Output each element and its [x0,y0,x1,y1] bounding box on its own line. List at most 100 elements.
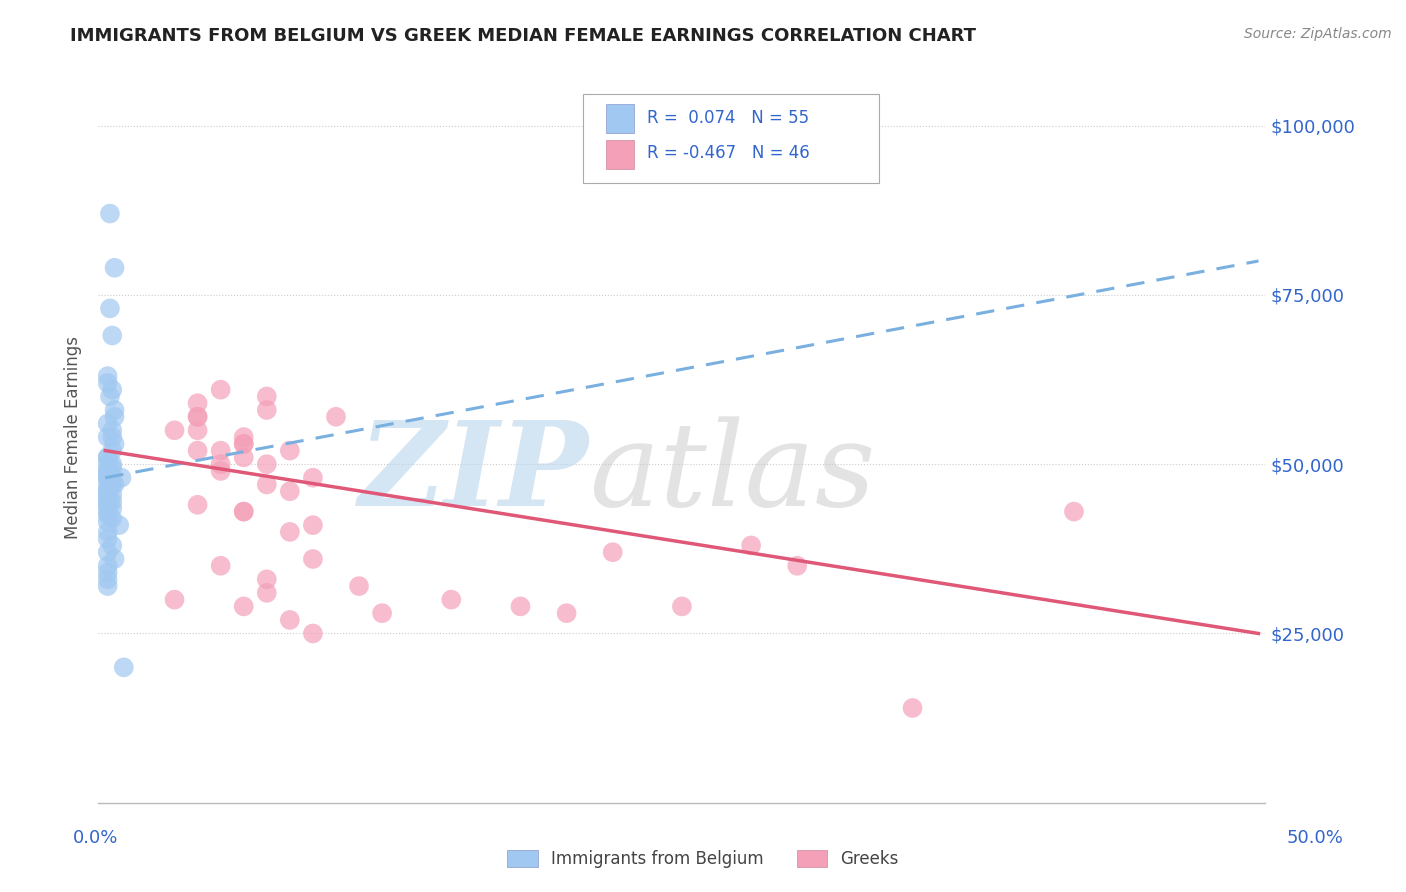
Point [232,505,254,519]
Point [232,437,254,451]
Point [671,599,693,614]
Point [101,443,124,458]
Text: 0.0%: 0.0% [73,829,118,847]
Point [97,524,120,539]
Point [256,572,278,586]
Point [97,491,120,505]
Point [97,467,120,482]
Point [112,660,135,674]
Point [1063,505,1085,519]
Y-axis label: Median Female Earnings: Median Female Earnings [65,335,83,539]
Point [110,471,132,485]
Point [786,558,808,573]
Point [101,501,124,516]
Point [97,457,120,471]
Point [97,498,120,512]
Point [101,328,124,343]
Point [232,430,254,444]
Point [97,376,120,390]
Text: R = -0.467   N = 46: R = -0.467 N = 46 [647,145,810,162]
Point [325,409,347,424]
Point [209,383,232,397]
Point [97,464,120,478]
Point [97,450,120,465]
Point [302,471,325,485]
Point [302,518,325,533]
Point [97,532,120,546]
Point [97,369,120,384]
Point [97,572,120,586]
Point [97,505,120,519]
Point [232,437,254,451]
Point [187,396,209,410]
Text: ZIP: ZIP [359,417,589,531]
Point [209,558,232,573]
Point [101,457,124,471]
Point [187,498,209,512]
Point [101,494,124,508]
Text: Source: ZipAtlas.com: Source: ZipAtlas.com [1244,27,1392,41]
Point [97,579,120,593]
Point [97,430,120,444]
Point [187,409,209,424]
Point [302,626,325,640]
Point [108,518,131,533]
Point [97,508,120,522]
Point [103,477,125,491]
Point [187,409,209,424]
Point [209,457,232,471]
Point [101,477,124,491]
Point [103,403,125,417]
Point [256,477,278,491]
Point [103,437,125,451]
Point [97,515,120,529]
Point [98,389,121,403]
Point [97,464,120,478]
Point [232,505,254,519]
Point [97,417,120,431]
Point [97,545,120,559]
Point [97,471,120,485]
Point [101,471,124,485]
Point [187,443,209,458]
Point [256,457,278,471]
Point [347,579,370,593]
Point [602,545,624,559]
Point [97,558,120,573]
Point [97,484,120,499]
Point [555,606,578,620]
Point [101,538,124,552]
Point [103,552,125,566]
Point [163,592,186,607]
Point [101,430,124,444]
Point [232,450,254,465]
Point [440,592,463,607]
Point [97,450,120,465]
Point [232,599,254,614]
Point [278,613,301,627]
Point [97,491,120,505]
Point [97,566,120,580]
Point [103,260,125,275]
Point [256,403,278,417]
Text: R =  0.074   N = 55: R = 0.074 N = 55 [647,109,808,127]
Point [97,481,120,495]
Point [278,443,301,458]
Point [371,606,394,620]
Point [97,474,120,488]
Point [187,423,209,437]
Point [302,552,325,566]
Legend: Immigrants from Belgium, Greeks: Immigrants from Belgium, Greeks [501,843,905,875]
Point [209,443,232,458]
Text: IMMIGRANTS FROM BELGIUM VS GREEK MEDIAN FEMALE EARNINGS CORRELATION CHART: IMMIGRANTS FROM BELGIUM VS GREEK MEDIAN … [70,27,976,45]
Point [101,460,124,475]
Point [97,484,120,499]
Text: atlas: atlas [589,417,875,531]
Point [740,538,762,552]
Point [163,423,186,437]
Point [101,423,124,437]
Point [103,409,125,424]
Point [278,524,301,539]
Point [101,383,124,397]
Point [509,599,531,614]
